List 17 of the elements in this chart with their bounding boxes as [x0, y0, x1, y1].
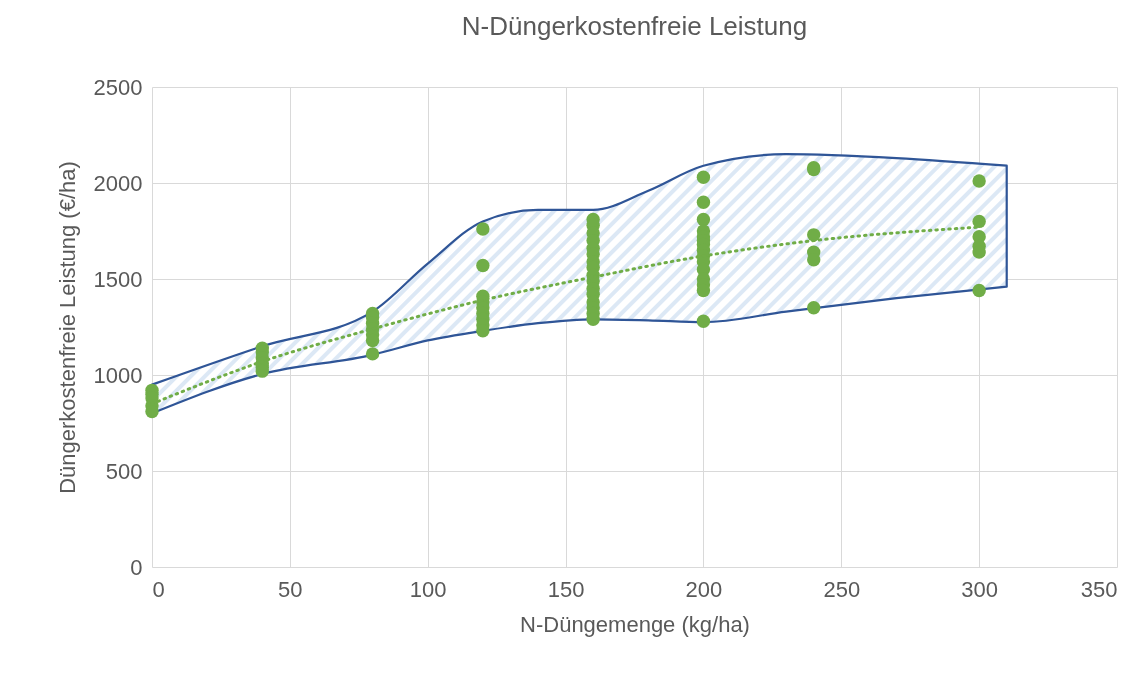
y-tick-label: 1500	[93, 266, 143, 292]
x-tick-label: 300	[961, 576, 998, 602]
y-axis-title: Düngerkostenfreie Leistung (€/ha)	[54, 161, 80, 494]
y-tick-label: 2000	[93, 170, 143, 196]
y-tick-label: 2500	[93, 74, 143, 100]
x-tick-label: 200	[685, 576, 723, 602]
x-tick-label: 150	[547, 576, 585, 602]
x-axis-title: N-Düngemenge (kg/ha)	[520, 611, 750, 637]
x-tick-label: 100	[409, 576, 447, 602]
x-tick-label: 250	[823, 576, 861, 602]
chart-title: N-Düngerkostenfreie Leistung	[461, 11, 808, 41]
y-tick-label: 1000	[93, 362, 143, 388]
y-tick-label: 0	[130, 554, 143, 580]
y-tick-label: 500	[105, 458, 143, 484]
x-tick-label: 350	[1080, 576, 1118, 602]
x-tick-label: 50	[278, 576, 303, 602]
x-tick-label: 0	[152, 576, 165, 602]
